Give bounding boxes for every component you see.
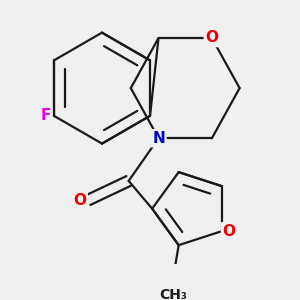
Text: O: O [223, 224, 236, 239]
Text: O: O [73, 193, 86, 208]
Text: O: O [206, 31, 218, 46]
Text: F: F [40, 108, 51, 123]
Text: CH₃: CH₃ [159, 288, 187, 300]
Text: N: N [152, 131, 165, 146]
